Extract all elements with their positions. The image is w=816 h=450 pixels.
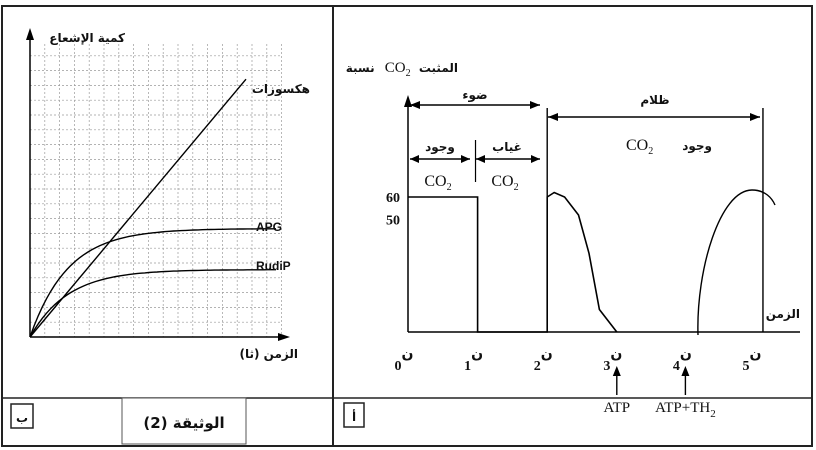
panel-a-y-label: نسبة CO2 المثبت	[346, 60, 458, 79]
dark-arrow-left-head	[548, 113, 558, 121]
panel-a-y-arrow	[404, 95, 412, 107]
series-rudip-line	[29, 269, 276, 338]
y-tick-label: 50	[386, 214, 400, 229]
x-tick-label: 2ن	[534, 346, 553, 374]
panel-b-y-arrow	[26, 28, 34, 40]
x-tick-label: 3ن	[603, 346, 622, 374]
document-caption: الوثيقة (2)	[143, 414, 224, 432]
panel-a-x-label: الزمن	[766, 307, 800, 321]
series-apg-label: APG	[256, 220, 282, 234]
co2-absent-right-head	[531, 155, 540, 163]
co2-absent-word: غياب	[492, 140, 522, 154]
panel-b-tag: ب	[16, 411, 28, 425]
phase-light-label: ضوء	[462, 88, 487, 103]
panel-a-tag-box	[343, 402, 365, 428]
panel-a-tag: أ	[352, 409, 356, 424]
panel-b-x-label: الزمن (ثا)	[240, 347, 298, 361]
caption-box	[121, 397, 247, 445]
panel-a-x-ticks: 0ن 1ن 2ن 3ن 4ن 5ن	[395, 346, 762, 374]
series-hexoses-line	[29, 78, 247, 338]
co2-present-left-head	[410, 155, 419, 163]
co2-absent-formula: CO2	[491, 173, 518, 193]
light-arrow-left-head	[410, 101, 420, 109]
co2-absent-left-head	[476, 155, 485, 163]
panel-b-x-arrow	[278, 333, 290, 341]
light-arrow-right-head	[530, 101, 540, 109]
panel-a-annotations: ATP ATP+TH2	[603, 366, 716, 420]
annotation-label: ATP	[603, 400, 630, 416]
co2-present-word: وجود	[425, 140, 455, 155]
x-tick-label: 5ن	[743, 346, 762, 374]
panel-b-y-label: كمية الإشعاع	[49, 31, 125, 45]
dark-arrow-right-head	[750, 113, 760, 121]
x-tick-label: 0ن	[395, 346, 414, 374]
panel-a-y-ticks: 50 60	[386, 191, 400, 229]
series-rudip-label: RudiP	[256, 259, 291, 273]
figure-frame	[1, 5, 813, 447]
annotation-arrow-head	[612, 366, 621, 376]
annotation-label: ATP+TH2	[655, 400, 716, 420]
panel-b-tag-box	[10, 403, 34, 429]
hand-drawn-arc	[697, 189, 776, 336]
series-hexoses-label: هكسوزات	[252, 82, 310, 97]
co2-present-formula: CO2	[424, 173, 451, 193]
co2-present-right-head	[461, 155, 470, 163]
x-tick-label: 4ن	[673, 346, 692, 374]
annotation-arrow-head	[681, 366, 690, 376]
panel-b: كمية الإشعاع الزمن (ثا) هكسوزات APG Rudi…	[2, 28, 333, 445]
phase-dark-label: ظلام	[640, 93, 669, 108]
y-tick-label: 60	[386, 191, 400, 206]
series-apg-line	[29, 228, 276, 338]
co2-fixation-line	[408, 191, 618, 333]
panel-b-grid	[29, 44, 282, 338]
dark-co2-formula: CO2	[626, 137, 653, 157]
x-tick-label: 1ن	[464, 346, 483, 374]
dark-co2-word: وجود	[682, 139, 712, 154]
